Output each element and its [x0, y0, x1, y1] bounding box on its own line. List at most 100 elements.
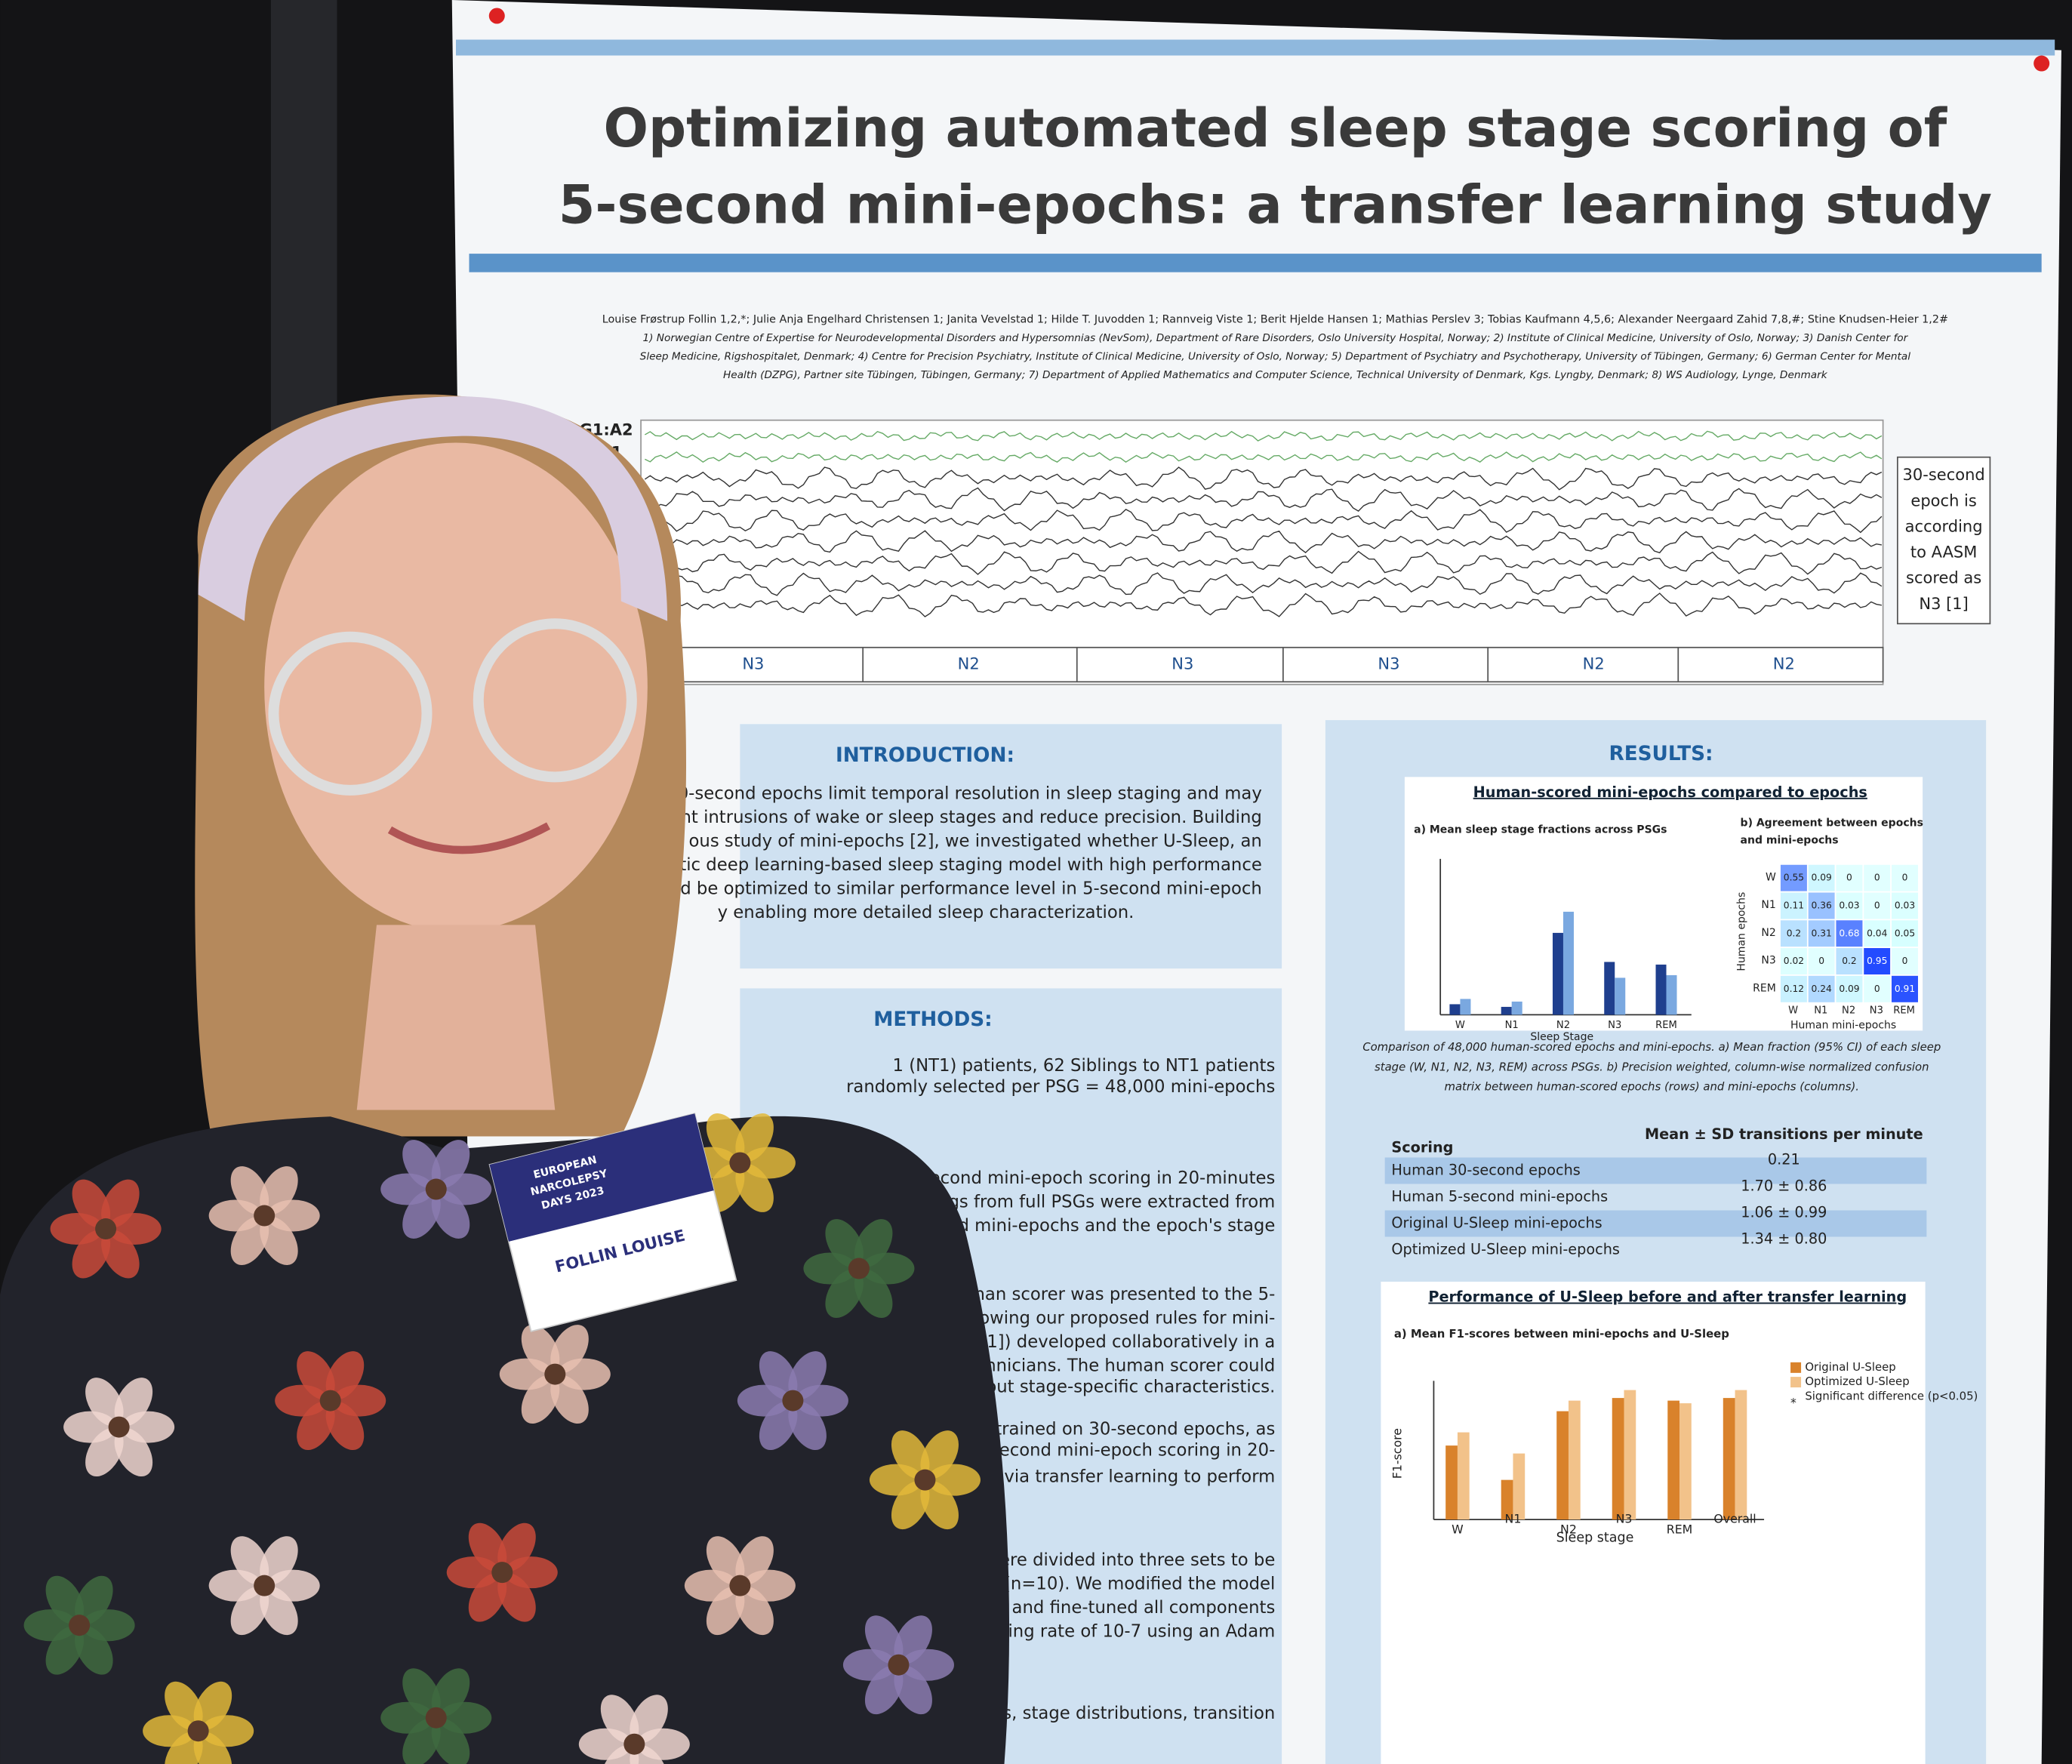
f1-tick: N3 — [1616, 1512, 1633, 1526]
caption: Comparison of 48,000 human-scored epochs… — [1362, 1040, 1941, 1054]
eeg-figure: N3 N2 N3 N3 N2 N2 30-second epoch is according to… — [640, 419, 1991, 685]
eeg-box — [640, 419, 1884, 685]
note-text: epoch is — [1910, 491, 1976, 509]
glasses — [473, 618, 637, 783]
eeg-trace — [645, 451, 1883, 463]
methods-line: second mini-epoch scoring in 20-minutes — [921, 1168, 1276, 1188]
panel-title: a) Mean sleep stage fractions across PSG… — [1414, 824, 1667, 836]
affiliation: Health (DZPG), Partner site Tübingen, Tü… — [723, 369, 1828, 381]
glasses — [268, 631, 433, 796]
stage-tick: W — [1455, 1020, 1465, 1031]
petal — [260, 1166, 298, 1215]
flower-center — [544, 1363, 566, 1385]
matrix-cell — [1779, 863, 1809, 893]
bar — [1513, 1453, 1526, 1520]
petal — [550, 1325, 589, 1374]
matrix-value: 0.09 — [1839, 984, 1859, 994]
matrix-cell — [1862, 919, 1892, 949]
flower-center — [319, 1390, 341, 1412]
petal — [759, 1351, 798, 1400]
heading: METHODS: — [873, 1008, 992, 1031]
methods-line: m following our proposed rules for mini- — [931, 1309, 1275, 1328]
intro-line: ent intrusions of wake or sleep stages a… — [670, 808, 1262, 827]
petal — [325, 1401, 365, 1451]
heading: INTRODUCTION: — [836, 744, 1014, 767]
matrix-value: 0.24 — [1812, 984, 1832, 994]
bar — [1511, 1001, 1522, 1015]
face — [264, 442, 648, 932]
table-row-band — [1384, 1210, 1927, 1237]
matrix-value: 0.2 — [1842, 956, 1856, 966]
axis-label: F1-score — [1390, 1428, 1405, 1479]
flower-center — [108, 1416, 130, 1438]
methods-line: 1 (NT1) patients, 62 Siblings to NT1 pat… — [893, 1056, 1276, 1076]
petal — [431, 1190, 470, 1239]
flower-center — [623, 1733, 645, 1755]
table-cell: Optimized U-Sleep mini-epochs — [1391, 1241, 1620, 1258]
panel-title: a) Mean F1-scores between mini-epochs an… — [1394, 1327, 1729, 1341]
affiliation: 1) Norwegian Centre of Expertise for Neu… — [642, 332, 1908, 344]
flower-center — [254, 1205, 276, 1227]
matrix-row-label: N3 — [1761, 955, 1775, 967]
matrix-value: 0.03 — [1895, 900, 1915, 911]
petal — [431, 1140, 470, 1189]
fig-title: Performance of U-Sleep before and after … — [1428, 1288, 1907, 1306]
petal — [894, 1665, 932, 1715]
stage-tick: N2 — [1556, 1020, 1570, 1031]
f1-tick: N2 — [1560, 1522, 1577, 1537]
table-cell: Original U-Sleep mini-epochs — [1391, 1214, 1602, 1232]
petal — [825, 1219, 864, 1268]
petal — [920, 1430, 959, 1479]
methods-line: econd mini-epochs and the epoch's stage — [917, 1216, 1276, 1236]
person: EUROPEAN NARCOLEPSY DAYS 2023 FOLLIN LOU… — [0, 394, 1010, 1764]
matrix-value: 0.2 — [1787, 928, 1801, 938]
petal — [85, 1378, 124, 1427]
petal — [101, 1230, 140, 1279]
matrix-cell — [1862, 974, 1892, 1004]
note-text: to AASM — [1910, 543, 1978, 562]
petal — [101, 1179, 140, 1228]
flower-center — [95, 1218, 117, 1240]
badge-header — [489, 1113, 714, 1242]
petal — [230, 1536, 269, 1585]
flower-center — [425, 1178, 447, 1200]
stage-tick: REM — [1655, 1020, 1677, 1031]
petal — [75, 1626, 113, 1675]
petal — [325, 1351, 365, 1400]
matrix-cell — [1890, 974, 1920, 1004]
bar — [1615, 977, 1626, 1015]
smile — [387, 822, 551, 854]
matrix-col-label: N1 — [1814, 1005, 1827, 1017]
petal — [735, 1536, 774, 1585]
matrix-cell — [1806, 919, 1836, 949]
f1-tick: Overall — [1713, 1512, 1756, 1526]
table-cell: 0.21 — [1768, 1150, 1800, 1168]
eeg-trace — [644, 430, 1883, 442]
matrix-value: 0.12 — [1784, 984, 1804, 994]
petal — [864, 1615, 904, 1664]
legend-text: Significant difference (p<0.05) — [1805, 1389, 1978, 1402]
matrix-value: 0 — [1874, 873, 1880, 883]
bar — [1604, 962, 1615, 1015]
petal — [891, 1430, 930, 1479]
legend-star: * — [1790, 1396, 1796, 1410]
petal — [260, 1216, 298, 1265]
methods-line: ined via transfer learning to perform — [962, 1467, 1275, 1487]
pin — [2034, 55, 2050, 72]
legend-swatch — [1790, 1362, 1802, 1373]
bar — [1666, 974, 1677, 1015]
axis-label: Sleep stage — [1556, 1531, 1634, 1546]
bar — [1552, 932, 1563, 1015]
matrix-row-label: N2 — [1761, 927, 1775, 939]
stage-label: N2 — [958, 655, 980, 673]
eeg-trace — [644, 487, 1883, 513]
intro-line: ous study of mini-epochs [2], we investi… — [689, 832, 1262, 851]
flower-center — [187, 1720, 209, 1742]
title-band — [469, 254, 2042, 272]
matrix-value: 0.02 — [1784, 956, 1804, 966]
bar — [1562, 911, 1574, 1015]
intro-line: 30-second epochs limit temporal resoluti… — [667, 784, 1262, 804]
bar — [1445, 1445, 1458, 1520]
bar — [1624, 1390, 1636, 1520]
